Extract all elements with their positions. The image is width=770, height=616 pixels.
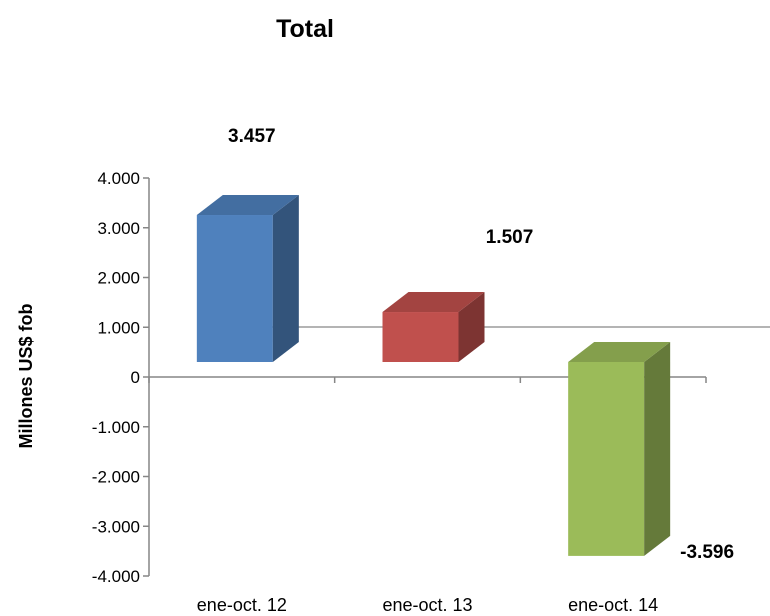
category-label: ene-oct. 12	[197, 595, 287, 615]
bars	[196, 195, 671, 556]
chart-title: Total	[276, 15, 334, 43]
y-axis-label: Millones US$ fob	[16, 303, 36, 448]
category-label: ene-oct. 13	[382, 595, 472, 615]
data-label: -3.596	[680, 542, 734, 563]
bar-front	[568, 362, 645, 556]
y-tick-label: 3.000	[97, 219, 140, 238]
category-label: ene-oct. 14	[568, 595, 658, 615]
y-tick-label: 4.000	[97, 169, 140, 188]
x-ticks	[148, 377, 707, 383]
data-labels: 3.457 1.507 -3.596	[228, 126, 734, 563]
bar-top	[568, 342, 671, 362]
bar-front	[196, 215, 273, 362]
bar-side	[272, 195, 299, 362]
y-tick-label: 1.000	[97, 318, 140, 337]
bar-side	[458, 292, 485, 362]
y-tick-label: -2.000	[92, 468, 140, 487]
bar-top	[382, 292, 485, 313]
bar-front	[382, 312, 459, 362]
category-labels: ene-oct. 12 ene-oct. 13 ene-oct. 14	[197, 595, 658, 615]
data-label: 3.457	[228, 126, 276, 147]
y-ticks: 4.000 3.000 2.000 1.000 0 -1.000 -2.000 -3.000 -…	[92, 169, 149, 586]
y-tick-label: -3.000	[92, 517, 140, 536]
y-tick-label: 2.000	[97, 269, 140, 288]
y-tick-label: -4.000	[92, 567, 140, 586]
bar-top	[196, 195, 299, 216]
data-label: 1.507	[486, 227, 534, 248]
bar-side	[644, 342, 671, 556]
y-tick-label: 0	[131, 368, 140, 387]
y-tick-label: -1.000	[92, 418, 140, 437]
